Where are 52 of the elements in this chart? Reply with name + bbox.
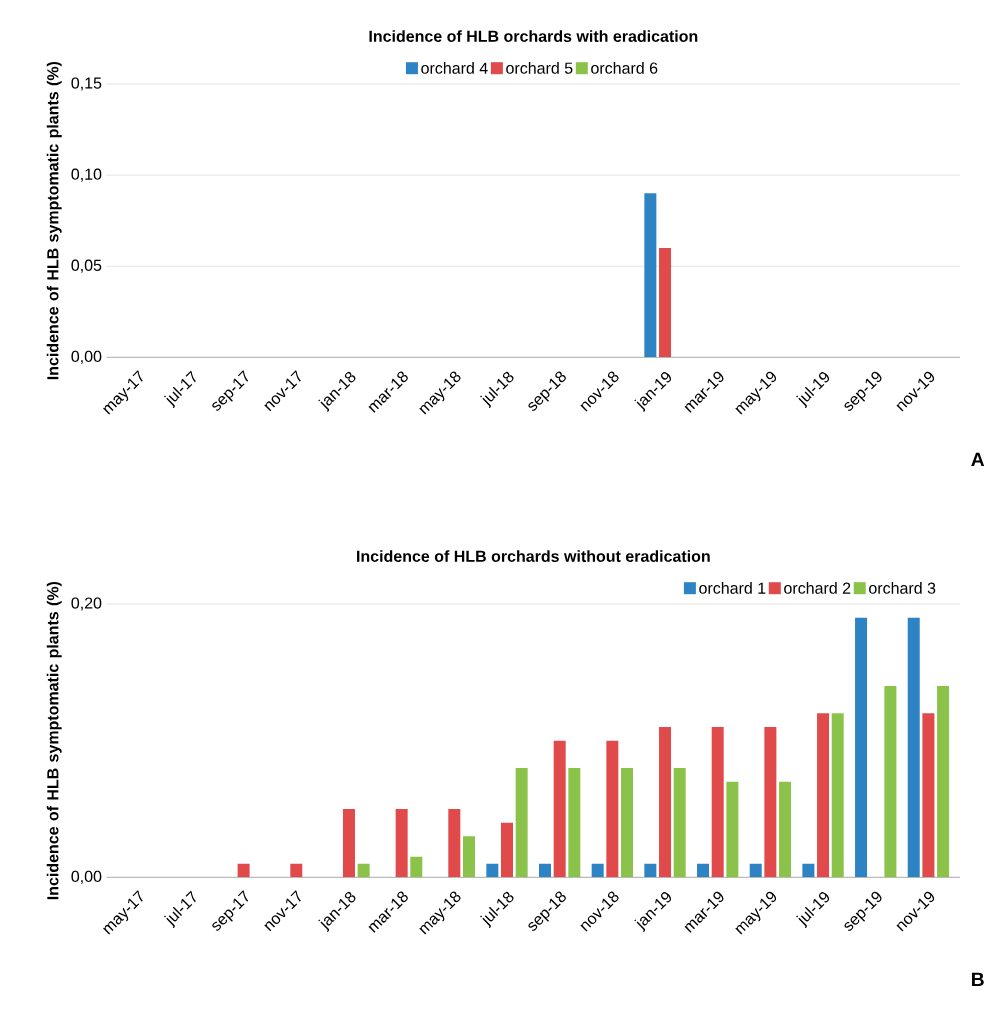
- y-tick-label: 0,20: [71, 597, 102, 611]
- legend-label: orchard 2: [783, 582, 851, 594]
- chart-title: Incidence of HLB orchards with eradication: [369, 30, 698, 42]
- bar: [486, 863, 499, 878]
- bar: [711, 727, 724, 878]
- bar: [515, 767, 528, 878]
- bar: [410, 856, 423, 878]
- bar: [591, 863, 604, 878]
- bar: [658, 727, 671, 878]
- bar: [237, 863, 250, 878]
- bar: [816, 713, 829, 878]
- bar: [620, 767, 633, 878]
- bar: [500, 822, 513, 878]
- legend-label: orchard 4: [421, 62, 488, 74]
- bar: [854, 617, 867, 878]
- text: B: [971, 972, 984, 986]
- y-tick-label: 0,10: [71, 168, 102, 182]
- y-tick-label: 0,15: [71, 77, 102, 91]
- bar: [553, 740, 566, 878]
- bar: [922, 713, 935, 878]
- legend-label: orchard 1: [699, 582, 766, 594]
- bar: [907, 617, 920, 878]
- legend-label: orchard 5: [506, 62, 573, 74]
- legend-label: orchard 3: [868, 582, 936, 594]
- y-axis-title: Incidence of HLB symptomatic plants (%): [46, 61, 62, 380]
- legend-label: orchard 6: [590, 62, 658, 74]
- y-tick-label: 0,05: [71, 259, 102, 273]
- bar: [644, 863, 657, 878]
- bar: [357, 863, 370, 878]
- y-axis-title: Incidence of HLB symptomatic plants (%): [46, 581, 62, 900]
- bar: [568, 767, 581, 878]
- bar: [290, 863, 303, 878]
- chart-title: Incidence of HLB orchards without eradication: [356, 550, 710, 562]
- bar: [726, 781, 739, 878]
- bar: [448, 808, 461, 878]
- bar: [462, 836, 475, 878]
- bar: [778, 781, 791, 878]
- bar: [749, 863, 762, 878]
- bar: [673, 767, 686, 878]
- bar: [802, 863, 815, 878]
- bar: [606, 740, 619, 878]
- bar: [538, 863, 551, 878]
- y-tick-label: 0,00: [71, 350, 102, 364]
- bar: [936, 685, 949, 878]
- y-tick-label: 0,00: [71, 870, 102, 884]
- bar: [342, 808, 355, 878]
- bar: [764, 727, 777, 878]
- bar: [831, 713, 844, 878]
- bar: [696, 863, 709, 878]
- bar: [395, 808, 408, 878]
- text: A: [971, 452, 984, 466]
- bar: [884, 685, 897, 878]
